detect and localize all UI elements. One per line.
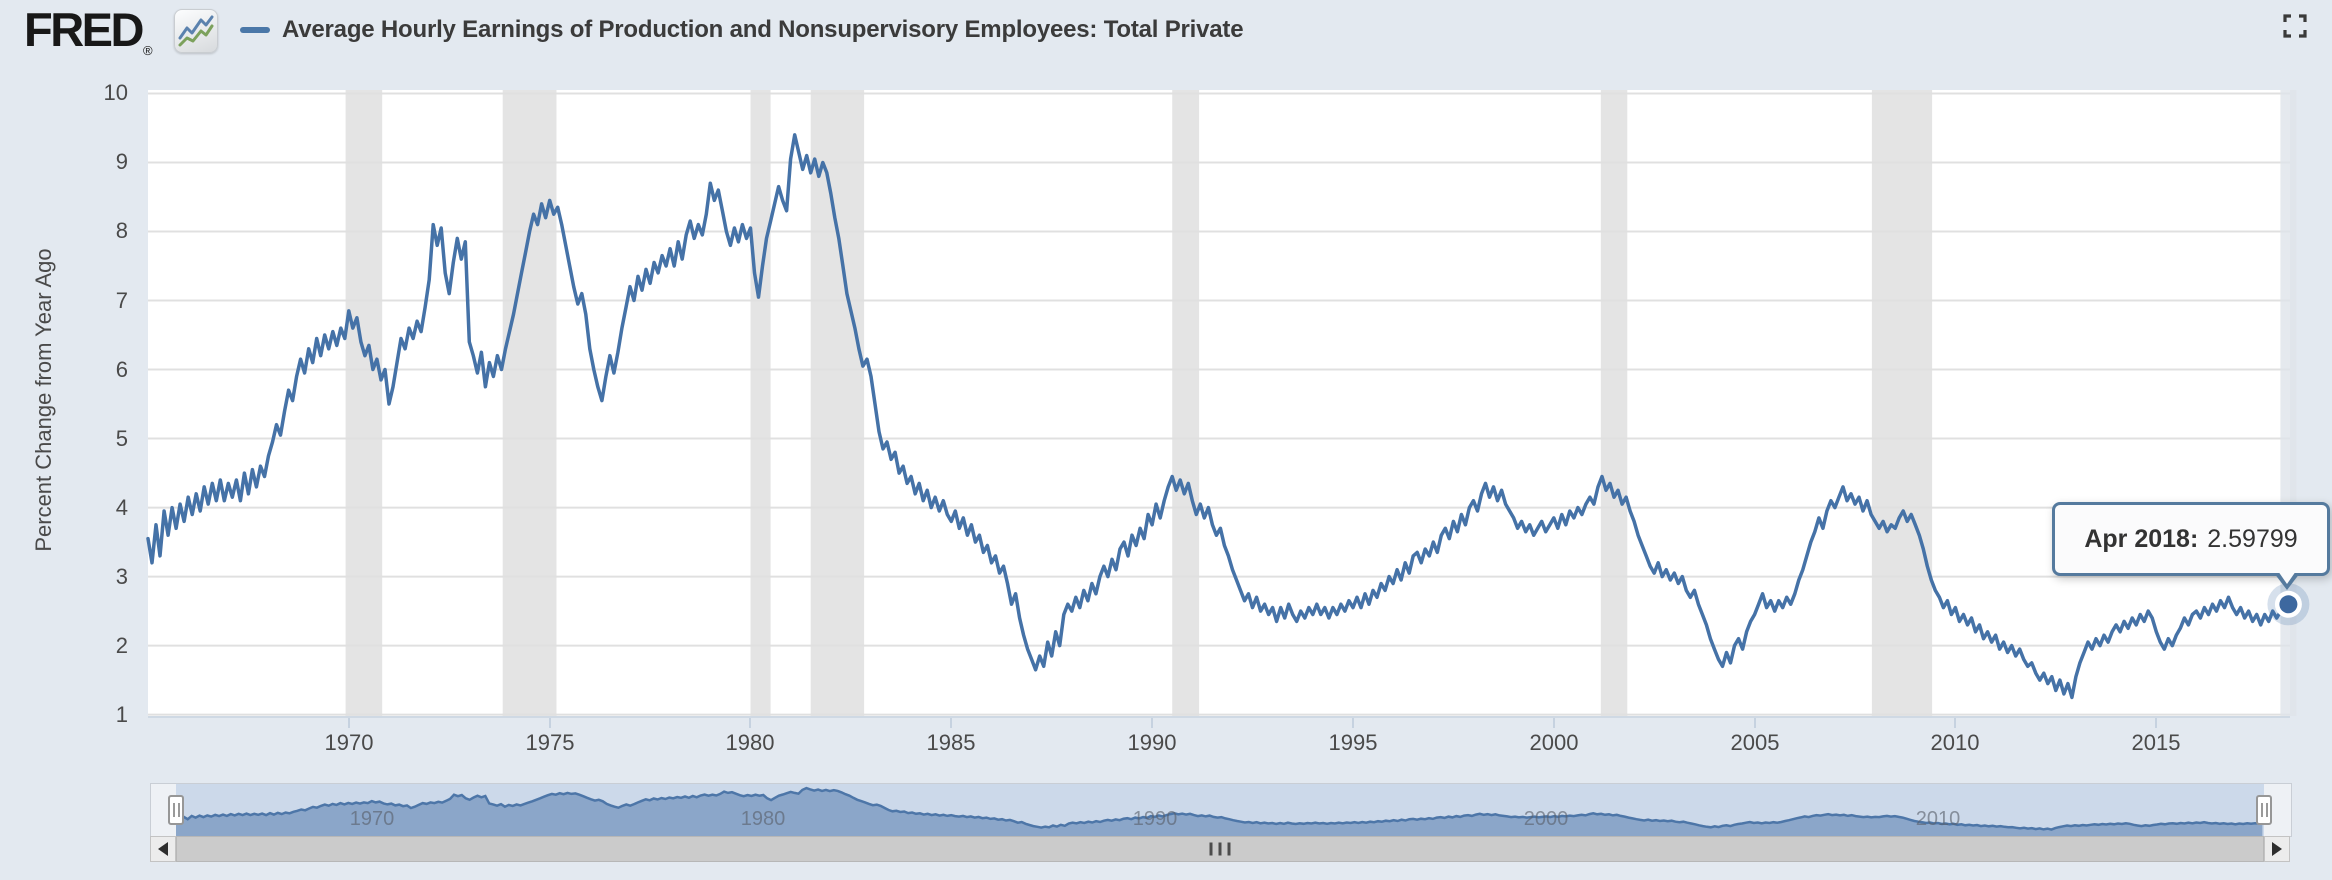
fullscreen-icon[interactable] bbox=[2282, 13, 2308, 39]
x-tick-mark bbox=[2155, 718, 2157, 728]
navigator-year-label: 2000 bbox=[1523, 808, 1569, 830]
scrollbar-left-arrow[interactable] bbox=[150, 836, 176, 862]
navigator-right-handle[interactable] bbox=[2256, 795, 2272, 825]
x-tick-mark bbox=[950, 718, 952, 728]
left-arrow-icon bbox=[158, 842, 168, 856]
recession-band bbox=[1600, 90, 1628, 716]
x-tick-mark bbox=[1151, 718, 1153, 728]
y-tick-label: 5 bbox=[115, 425, 128, 451]
y-tick-label: 2 bbox=[115, 632, 128, 658]
navigator-svg bbox=[151, 784, 2291, 836]
fred-chart-icon bbox=[174, 9, 218, 53]
navigator-area-line bbox=[175, 786, 2263, 831]
x-tick-mark bbox=[1754, 718, 1756, 728]
recession-band bbox=[1172, 90, 1200, 716]
scrollbar-track[interactable] bbox=[176, 836, 2264, 862]
recession-band bbox=[750, 90, 771, 716]
y-tick-label: 8 bbox=[115, 218, 128, 244]
y-axis-labels: 1 2 3 4 5 6 7 8 9 10 bbox=[0, 0, 128, 880]
x-tick-mark bbox=[549, 718, 551, 728]
y-tick-label: 9 bbox=[115, 149, 128, 175]
x-tick-label: 2000 bbox=[1529, 730, 1579, 755]
fred-logo-text: FRED bbox=[24, 3, 144, 56]
navigator-year-label: 1980 bbox=[740, 808, 786, 830]
last-point-marker[interactable] bbox=[2279, 595, 2298, 614]
recession-band bbox=[810, 90, 865, 716]
recession-band bbox=[1871, 90, 1933, 716]
chart-title: Average Hourly Earnings of Production an… bbox=[282, 16, 1244, 43]
navigator-year-label: 1990 bbox=[1132, 808, 1178, 830]
x-tick-mark bbox=[1352, 718, 1354, 728]
navigator-left-handle[interactable] bbox=[168, 795, 184, 825]
x-tick-label: 1990 bbox=[1127, 730, 1177, 755]
fred-chart-icon-graphic bbox=[178, 15, 214, 47]
y-tick-label: 10 bbox=[103, 80, 128, 106]
x-tick-label: 2015 bbox=[2131, 730, 2181, 755]
y-tick-label: 6 bbox=[115, 356, 128, 382]
x-tick-label: 1970 bbox=[324, 730, 374, 755]
navigator[interactable]: 1970 1980 1990 2000 2010 bbox=[150, 783, 2292, 837]
x-tick-label: 1995 bbox=[1328, 730, 1378, 755]
tooltip: Apr 2018: 2.59799 bbox=[2052, 502, 2330, 590]
y-tick-label: 1 bbox=[115, 701, 128, 727]
recession-band bbox=[502, 90, 557, 716]
recession-band bbox=[345, 90, 383, 716]
x-tick-label: 1980 bbox=[725, 730, 775, 755]
y-tick-label: 3 bbox=[115, 563, 128, 589]
navigator-year-label: 1970 bbox=[349, 808, 395, 830]
x-tick-label: 1975 bbox=[525, 730, 575, 755]
x-axis-labels: 1970 1975 1980 1985 1990 1995 2000 2005 2010 2015 bbox=[148, 718, 2290, 770]
x-tick-label: 1985 bbox=[926, 730, 976, 755]
fred-logo[interactable]: FRED® bbox=[24, 2, 153, 58]
x-tick-mark bbox=[348, 718, 350, 728]
scrollbar-right-arrow[interactable] bbox=[2264, 836, 2290, 862]
tooltip-date: Apr 2018: bbox=[2084, 524, 2199, 553]
main-chart-svg bbox=[146, 90, 2310, 716]
scrollbar-grip[interactable] bbox=[1209, 842, 1231, 856]
scrollbar bbox=[150, 836, 2290, 862]
y-tick-label: 7 bbox=[115, 287, 128, 313]
data-series-line[interactable] bbox=[146, 133, 2291, 700]
graph-header: FRED® Average Hourly Earnings of Product… bbox=[0, 0, 2332, 60]
registered-trademark: ® bbox=[142, 43, 153, 58]
x-tick-mark bbox=[749, 718, 751, 728]
plot-area[interactable] bbox=[146, 90, 2310, 718]
right-arrow-icon bbox=[2272, 842, 2282, 856]
y-tick-label: 4 bbox=[115, 494, 128, 520]
x-tick-label: 2010 bbox=[1930, 730, 1980, 755]
x-tick-mark bbox=[1553, 718, 1555, 728]
x-tick-mark bbox=[1954, 718, 1956, 728]
x-tick-label: 2005 bbox=[1730, 730, 1780, 755]
navigator-year-label: 2010 bbox=[1915, 808, 1961, 830]
tooltip-value: 2.59799 bbox=[2207, 524, 2298, 553]
series-legend-line bbox=[240, 27, 270, 33]
